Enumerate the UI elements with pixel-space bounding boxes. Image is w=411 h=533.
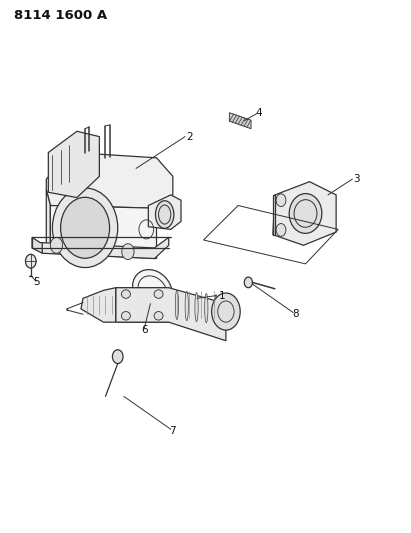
Polygon shape <box>273 182 336 245</box>
Ellipse shape <box>224 296 228 325</box>
Circle shape <box>276 223 286 236</box>
Polygon shape <box>46 190 51 253</box>
Ellipse shape <box>121 312 130 320</box>
Polygon shape <box>115 288 226 341</box>
Circle shape <box>212 293 240 330</box>
Circle shape <box>25 254 36 268</box>
Text: 6: 6 <box>141 325 148 335</box>
Ellipse shape <box>60 197 110 259</box>
Text: 4: 4 <box>255 108 262 118</box>
Ellipse shape <box>53 188 118 268</box>
Text: 8: 8 <box>292 309 299 319</box>
Polygon shape <box>273 195 275 235</box>
Polygon shape <box>51 206 157 259</box>
Ellipse shape <box>154 312 163 320</box>
Ellipse shape <box>155 201 174 228</box>
Ellipse shape <box>195 293 198 321</box>
Ellipse shape <box>215 295 218 324</box>
Polygon shape <box>32 237 42 253</box>
Text: 5: 5 <box>33 277 39 287</box>
Circle shape <box>276 194 286 207</box>
Circle shape <box>122 244 134 260</box>
Text: 3: 3 <box>353 174 360 184</box>
Polygon shape <box>115 288 169 322</box>
Ellipse shape <box>175 290 178 319</box>
Ellipse shape <box>289 193 322 233</box>
Text: 2: 2 <box>186 132 192 142</box>
Polygon shape <box>40 237 169 259</box>
Circle shape <box>244 277 252 288</box>
Polygon shape <box>148 195 181 229</box>
Polygon shape <box>81 288 115 322</box>
Polygon shape <box>48 131 99 198</box>
Ellipse shape <box>133 270 172 311</box>
Ellipse shape <box>205 294 208 322</box>
Ellipse shape <box>121 290 130 298</box>
Text: 8114 1600 A: 8114 1600 A <box>14 10 107 22</box>
Polygon shape <box>46 152 173 208</box>
Text: 1: 1 <box>219 290 225 301</box>
Text: 7: 7 <box>169 426 176 436</box>
Circle shape <box>113 350 123 364</box>
Circle shape <box>51 237 62 253</box>
Ellipse shape <box>185 292 188 320</box>
Ellipse shape <box>154 290 163 298</box>
Polygon shape <box>229 112 251 128</box>
